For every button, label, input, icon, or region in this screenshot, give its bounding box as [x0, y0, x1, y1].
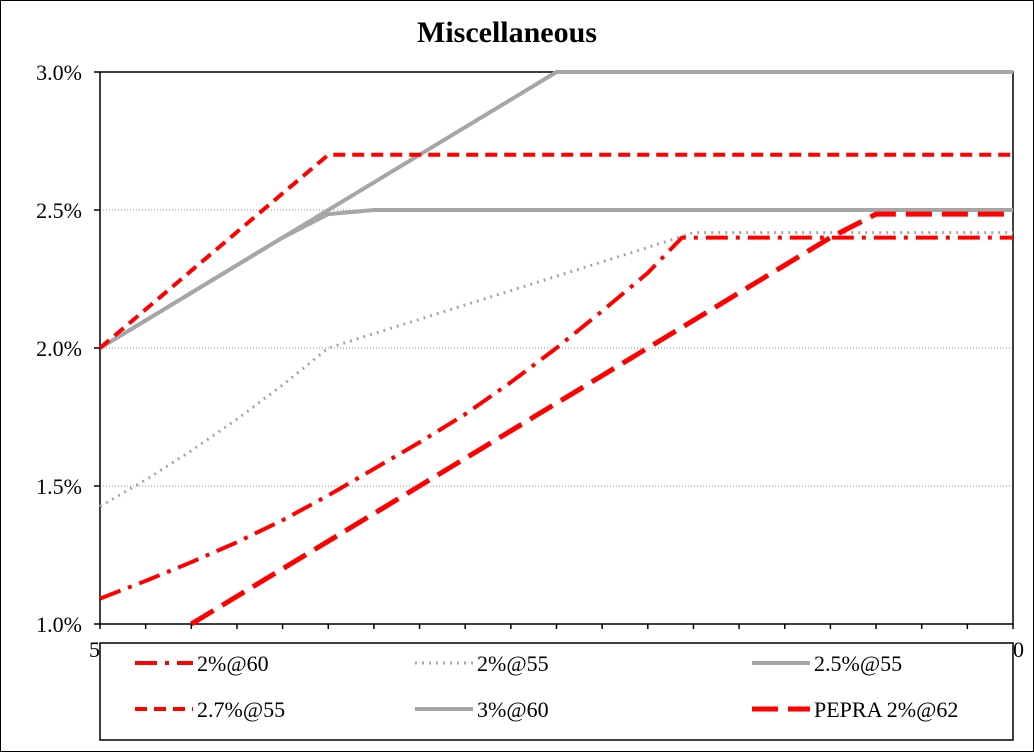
legend-label: 2.7%@55: [197, 697, 285, 722]
series-line-4: [98, 152, 1013, 350]
y-axis-ticks: 1.0% 1.5% 2.0% 2.5% 3.0%: [36, 60, 100, 637]
y-tick-label: 1.5%: [36, 474, 82, 499]
legend-label: 3%@60: [477, 697, 549, 722]
series-line-6: [190, 211, 1013, 627]
series-line-1: [99, 235, 1013, 601]
y-tick-label: 3.0%: [36, 60, 82, 85]
series-line-5: [98, 70, 1013, 350]
series-lines: [98, 70, 1013, 627]
series-line-2: [99, 231, 1013, 508]
legend-label: 2.5%@55: [814, 651, 902, 676]
legend-label: 2%@60: [197, 651, 269, 676]
y-tick-label: 1.0%: [36, 612, 82, 637]
legend-label: 2%@55: [477, 651, 549, 676]
legend: 2%@60 2%@55 2.5%@55 2.7%@55 3%@60 PEPRA 2%@62: [99, 642, 1014, 741]
y-tick-label: 2.0%: [36, 336, 82, 361]
legend-box: [99, 642, 1014, 741]
chart-title: Miscellaneous: [417, 16, 597, 49]
y-tick-label: 2.5%: [36, 198, 82, 223]
legend-label: PEPRA 2%@62: [814, 697, 958, 722]
